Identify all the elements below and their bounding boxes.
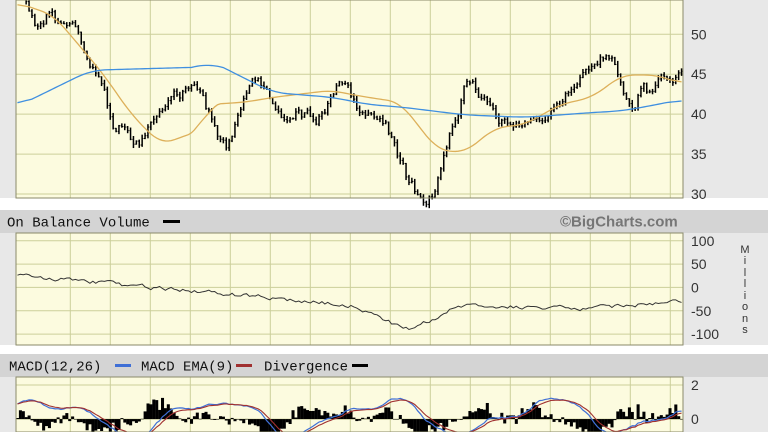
svg-text:l: l (744, 267, 746, 279)
svg-text:-50: -50 (691, 303, 711, 319)
svg-text:-100: -100 (691, 326, 719, 342)
svg-text:0: 0 (691, 279, 699, 295)
svg-text:0: 0 (691, 411, 699, 427)
svg-text:o: o (742, 301, 748, 313)
svg-text:s: s (742, 324, 748, 336)
svg-text:i: i (744, 290, 746, 302)
svg-text:©BigCharts.com: ©BigCharts.com (560, 214, 678, 231)
svg-text:50: 50 (691, 256, 707, 272)
svg-text:30: 30 (691, 186, 707, 202)
svg-text:MACD EMA(9): MACD EMA(9) (141, 360, 233, 376)
svg-text:50: 50 (691, 26, 707, 42)
svg-text:l: l (744, 278, 746, 290)
svg-text:35: 35 (691, 146, 707, 162)
svg-text:n: n (742, 313, 748, 325)
svg-text:Divergence: Divergence (264, 360, 348, 376)
svg-text:On Balance Volume: On Balance Volume (7, 216, 150, 232)
svg-text:100: 100 (691, 233, 715, 249)
svg-text:M: M (740, 244, 749, 256)
svg-text:40: 40 (691, 106, 707, 122)
svg-text:i: i (744, 255, 746, 267)
svg-text:2: 2 (691, 377, 699, 393)
svg-text:MACD(12,26): MACD(12,26) (9, 360, 101, 376)
svg-text:45: 45 (691, 66, 707, 82)
